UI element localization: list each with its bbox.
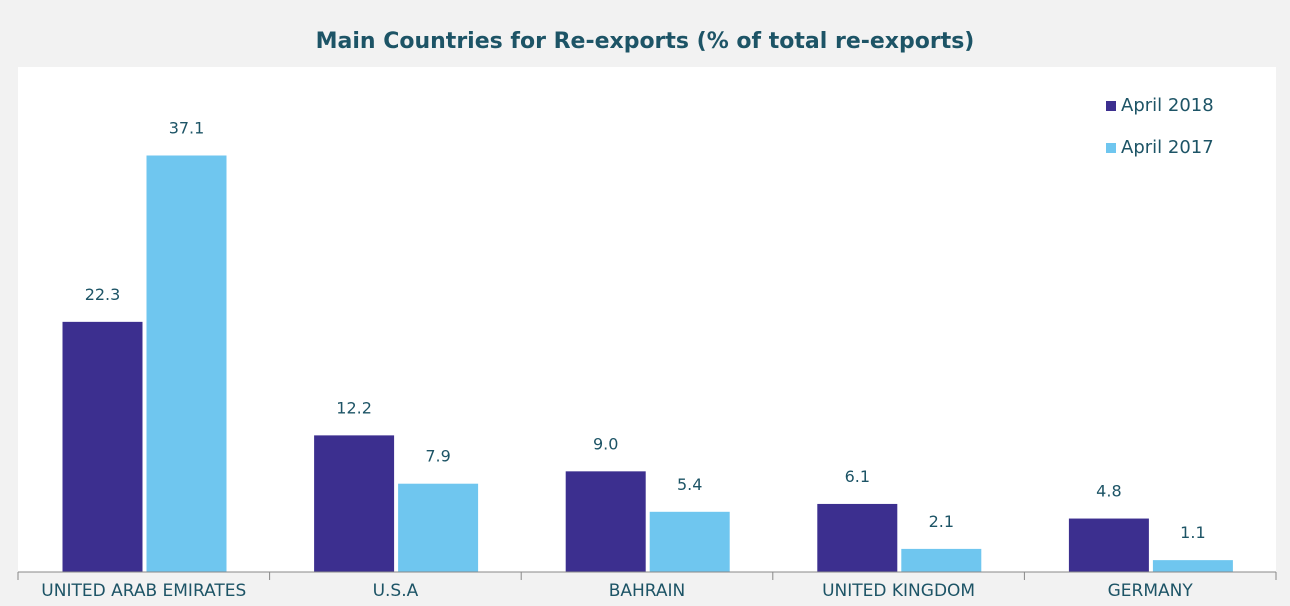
legend-swatch	[1106, 143, 1116, 153]
data-label: 12.2	[336, 398, 372, 417]
bar	[1067, 517, 1150, 573]
data-label: 22.3	[85, 285, 121, 304]
legend-swatch	[1106, 101, 1116, 111]
data-label: 2.1	[929, 512, 954, 531]
legend-label: April 2017	[1121, 137, 1214, 158]
bar	[397, 482, 480, 573]
data-label: 6.1	[845, 467, 870, 486]
bar	[1151, 559, 1234, 573]
data-label: 37.1	[169, 119, 205, 138]
x-tick-label: UNITED ARAB EMIRATES	[41, 581, 246, 601]
data-label: 5.4	[677, 475, 702, 494]
x-tick-label: GERMANY	[1108, 581, 1194, 601]
x-tick-label: UNITED KINGDOM	[822, 581, 975, 601]
data-label: 1.1	[1180, 523, 1205, 542]
x-tick-label: U.S.A	[373, 581, 419, 601]
bar	[61, 320, 144, 573]
legend-label: April 2018	[1121, 95, 1214, 116]
data-label: 9.0	[593, 434, 618, 453]
bar	[145, 154, 228, 573]
data-label: 4.8	[1096, 482, 1121, 501]
bar	[900, 547, 983, 573]
plot-area	[18, 67, 1276, 572]
bar	[816, 502, 899, 573]
bar	[313, 434, 396, 573]
bar	[648, 510, 731, 573]
data-label: 7.9	[425, 447, 450, 466]
bar	[564, 470, 647, 573]
chart-title: Main Countries for Re-exports (% of tota…	[316, 29, 975, 54]
x-tick-label: BAHRAIN	[609, 581, 686, 601]
